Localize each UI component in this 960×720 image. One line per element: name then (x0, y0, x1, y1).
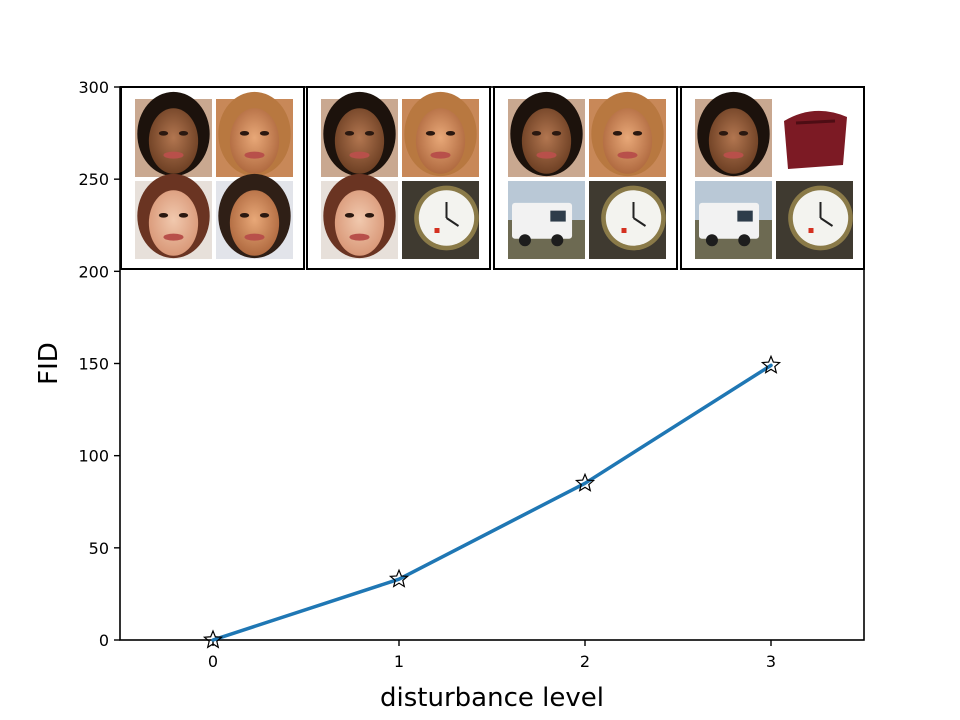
face-shape (148, 108, 199, 174)
right-eye (445, 130, 456, 136)
mouth (617, 151, 638, 159)
mouth (349, 151, 370, 159)
left-eye (239, 130, 250, 136)
face-shape (602, 108, 653, 174)
face-man-tile (216, 173, 293, 259)
x-axis-label: disturbance level (380, 683, 604, 713)
x-tick-label: 2 (580, 652, 590, 671)
face-smiling-brunette-tile (321, 173, 398, 259)
face-shape (415, 108, 466, 174)
face-shape (229, 190, 280, 256)
y-axis-label: FID (34, 342, 64, 385)
left-eye (158, 130, 169, 136)
face-smiling-brunette-tile (135, 173, 212, 259)
face-shape (334, 190, 385, 256)
handbag-body (784, 110, 847, 169)
red-marker (808, 228, 814, 233)
clock-closeup-tile (402, 181, 479, 259)
face-shape (708, 108, 759, 174)
right-eye (178, 130, 189, 136)
y-tick-label: 100 (78, 447, 109, 466)
data-point-marker (760, 354, 782, 374)
y-tick-label: 200 (78, 262, 109, 281)
inset-panel (120, 86, 305, 270)
face-blonde-tile (589, 91, 666, 177)
x-tick-label: 3 (766, 652, 776, 671)
y-tick-label: 0 (99, 631, 109, 650)
mouth (536, 151, 557, 159)
van-window (737, 210, 753, 222)
red-marker (621, 228, 627, 233)
left-eye (718, 130, 729, 136)
clock-closeup-tile (776, 181, 853, 259)
face-shape (521, 108, 572, 174)
x-axis-ticks: 0 1 2 3 (208, 640, 776, 671)
right-eye (738, 130, 749, 136)
camper-van-tile (508, 181, 585, 259)
left-eye (158, 212, 169, 218)
y-axis-ticks: 0 50 100 150 200 250 300 (78, 78, 120, 650)
right-eye (551, 130, 562, 136)
clock-closeup-tile (589, 181, 666, 259)
mouth (723, 151, 744, 159)
clock-hand (445, 217, 460, 227)
van-wheel (738, 234, 751, 247)
inset-panel (306, 86, 491, 270)
camper-van-tile (695, 181, 772, 259)
right-eye (632, 130, 643, 136)
inset-panel (493, 86, 678, 270)
left-eye (425, 130, 436, 136)
mouth (163, 233, 184, 241)
series-layer (202, 354, 782, 649)
face-blonde-tile (216, 91, 293, 177)
data-point-marker (202, 629, 224, 649)
inset-panel (680, 86, 865, 270)
left-eye (344, 212, 355, 218)
x-tick-label: 1 (394, 652, 404, 671)
clock-hand (819, 217, 834, 227)
van-wheel (551, 234, 564, 247)
right-eye (259, 130, 270, 136)
face-blonde-tile (402, 91, 479, 177)
face-dark-hair-tile (695, 91, 772, 177)
face-dark-hair-tile (321, 91, 398, 177)
y-tick-label: 250 (78, 170, 109, 189)
left-eye (239, 212, 250, 218)
face-shape (229, 108, 280, 174)
y-tick-label: 300 (78, 78, 109, 97)
red-handbag-tile (776, 99, 853, 177)
left-eye (344, 130, 355, 136)
mouth (244, 233, 265, 241)
red-marker (434, 228, 440, 233)
van-wheel (705, 234, 718, 247)
y-tick-label: 50 (89, 539, 109, 558)
face-dark-hair-tile (508, 91, 585, 177)
left-eye (612, 130, 623, 136)
face-dark-hair-tile (135, 91, 212, 177)
left-eye (531, 130, 542, 136)
y-tick-label: 150 (78, 355, 109, 374)
clock-hand (632, 217, 647, 227)
mouth (349, 233, 370, 241)
x-tick-label: 0 (208, 652, 218, 671)
right-eye (178, 212, 189, 218)
mouth (430, 151, 451, 159)
data-point-marker (574, 472, 596, 492)
face-shape (148, 190, 199, 256)
mouth (163, 151, 184, 159)
right-eye (364, 130, 375, 136)
face-shape (334, 108, 385, 174)
right-eye (364, 212, 375, 218)
van-wheel (518, 234, 531, 247)
van-window (550, 210, 566, 222)
right-eye (259, 212, 270, 218)
data-point-marker (388, 568, 410, 588)
mouth (244, 151, 265, 159)
handbag-flap (795, 119, 836, 125)
inset-panels (120, 86, 865, 270)
series-line (211, 363, 773, 642)
